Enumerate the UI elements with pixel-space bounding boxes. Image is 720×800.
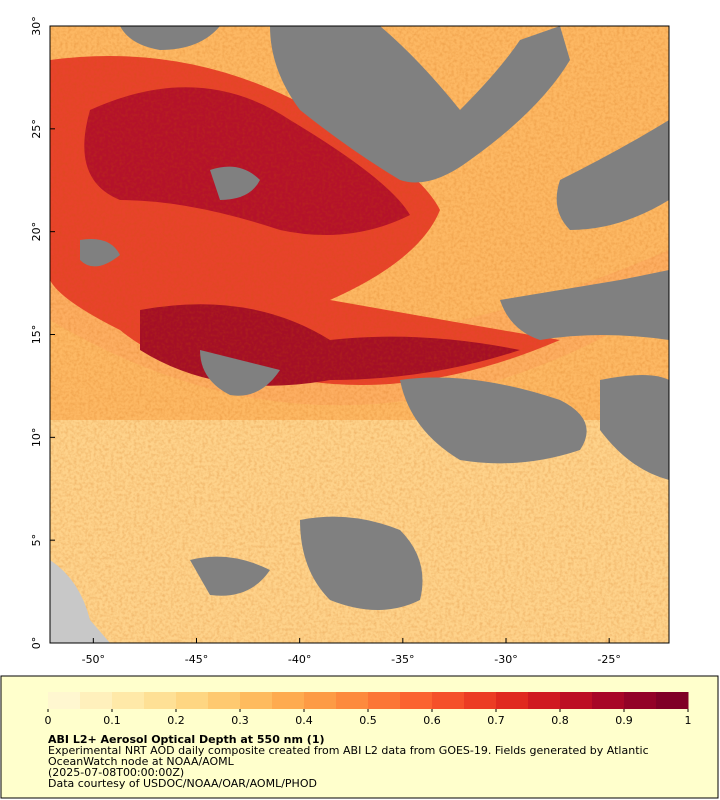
legend-title: ABI L2+ Aerosol Optical Depth at 550 nm … [48,733,325,746]
colorbar-swatch [592,692,625,709]
colorbar-swatch [496,692,529,709]
x-tick-label: -45° [185,653,208,666]
land [50,560,110,643]
colorbar-swatch [336,692,369,709]
x-tick-label: -40° [288,653,311,666]
legend-note: Data courtesy of USDOC/NOAA/OAR/AOML/PHO… [48,777,317,790]
colorbar-swatch [176,692,209,709]
legend-note: OceanWatch node at NOAA/AOML [48,755,235,768]
map-image [50,26,669,643]
y-tick-label: 15° [30,325,43,345]
colorbar-swatch [368,692,401,709]
colorbar-swatch [464,692,497,709]
y-tick-label: 20° [30,222,43,242]
colorbar-tick-label: 0.3 [231,714,249,727]
colorbar-swatch [528,692,561,709]
colorbar-swatch [112,692,145,709]
colorbar-swatch [400,692,433,709]
colorbar-tick-label: 1 [685,714,692,727]
colorbar-tick-label: 0 [45,714,52,727]
colorbar-tick-label: 0.6 [423,714,441,727]
y-tick-label: 25° [30,119,43,139]
x-tick-label: -25° [597,653,620,666]
legend-note: Experimental NRT AOD daily composite cre… [48,744,649,757]
no-data [80,26,669,610]
y-tick-label: 0° [30,637,43,650]
x-tick-label: -30° [494,653,517,666]
colorbar-tick-label: 0.8 [551,714,569,727]
x-tick-label: -50° [82,653,105,666]
colorbar-tick-label: 0.4 [295,714,313,727]
colorbar-tick-label: 0.1 [103,714,121,727]
colorbar-swatch [624,692,657,709]
x-tick-label: -35° [391,653,414,666]
colorbar-swatch [304,692,337,709]
y-tick-label: 10° [30,428,43,448]
colorbar-tick-label: 0.2 [167,714,185,727]
colorbar-swatch [432,692,465,709]
colorbar-swatch [48,692,81,709]
colorbar-swatch [144,692,177,709]
colorbar-swatch [656,692,689,709]
colorbar-swatch [560,692,593,709]
colorbar-swatch [80,692,113,709]
colorbar-tick-label: 0.7 [487,714,505,727]
legend-note: (2025-07-08T00:00:00Z) [48,766,184,779]
colorbar-tick-label: 0.9 [615,714,633,727]
colorbar-tick-label: 0.5 [359,714,377,727]
colorbar-swatch [240,692,273,709]
y-tick-label: 30° [30,16,43,36]
colorbar-swatch [208,692,241,709]
colorbar-swatch [272,692,305,709]
y-tick-label: 5° [30,534,43,547]
